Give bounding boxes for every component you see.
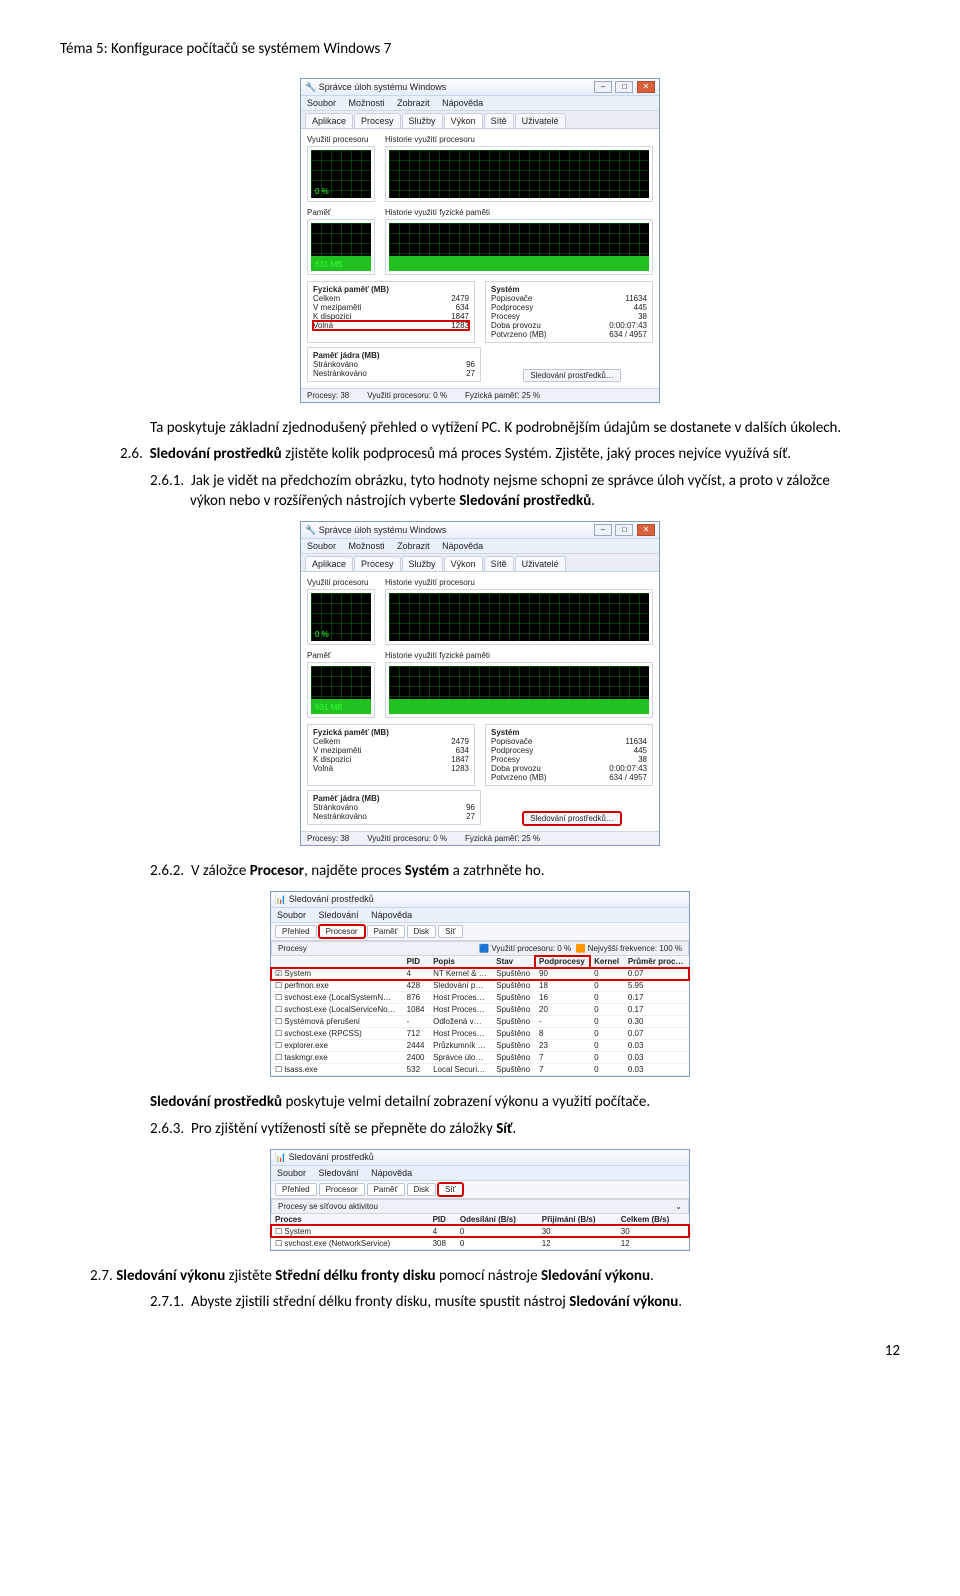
tab-síť: Síť [438,1183,463,1196]
close-icon: ✕ [637,524,655,536]
table-row: ☑ System4NT Kernel & …Spuštěno9000.07 [271,968,689,980]
close-icon: ✕ [637,81,655,93]
table-row: ☐ taskmgr.exe2400Správce úlo…Spuštěno700… [271,1052,689,1064]
item-2-6-2: 2.6.2. V záložce Procesor, najděte proce… [150,861,860,881]
tab-aplikace: Aplikace [305,113,353,128]
minimize-icon: – [594,81,612,93]
tab-bar: AplikaceProcesySlužbyVýkonSítěUživatelé [301,111,659,129]
tab-procesy: Procesy [354,113,401,128]
tab-síť: Síť [438,925,463,938]
tab-paměť: Paměť [367,925,405,938]
minimize-icon: – [594,524,612,536]
resource-monitor-button: Sledování prostředků… [523,369,621,382]
tab-aplikace: Aplikace [305,556,353,571]
item-2-6: 2.6. Sledování prostředků zjistěte kolik… [120,444,860,464]
paragraph: Sledování prostředků poskytuje velmi det… [150,1092,860,1112]
tab-procesor: Procesor [319,925,365,938]
resmon-net-screenshot: 📊 Sledování prostředků Soubor Sledování … [270,1149,690,1251]
tab-přehled: Přehled [275,1183,317,1196]
table-row: ☐ lsass.exe532Local Securi…Spuštěno700.0… [271,1064,689,1076]
tab-výkon: Výkon [444,113,483,128]
table-row: ☐ svchost.exe (LocalSystemN…876Host Proc… [271,992,689,1004]
tab-procesy: Procesy [354,556,401,571]
resmon-cpu-screenshot: 📊 Sledování prostředků Soubor Sledování … [270,891,690,1077]
chevron-down-icon: ⌄ [675,1202,682,1211]
tab-procesor: Procesor [319,1183,365,1196]
maximize-icon: □ [615,81,633,93]
table-row: ☐ Systémová přerušení-Odložená v…Spuštěn… [271,1016,689,1028]
tab-výkon: Výkon [444,556,483,571]
page-number: 12 [60,1342,900,1360]
tab-služby: Služby [402,556,443,571]
menu-bar: Soubor Možnosti Zobrazit Nápověda [301,96,659,111]
item-2-6-3: 2.6.3. Pro zjištění vytíženosti sítě se … [150,1119,860,1139]
table-row: ☐ System403030 [271,1225,689,1237]
taskmgr-screenshot-1: 🔧 Správce úloh systému Windows – □ ✕ Sou… [300,78,660,403]
window-titlebar: 🔧 Správce úloh systému Windows – □ ✕ [301,79,659,96]
status-bar: Procesy: 38 Využití procesoru: 0 % Fyzic… [301,388,659,402]
tab-sítě: Sítě [484,556,514,571]
paragraph: Ta poskytuje základní zjednodušený přehl… [150,418,860,438]
table-row: ☐ explorer.exe2444Průzkumník …Spuštěno23… [271,1040,689,1052]
table-row: ☐ svchost.exe (RPCSS)712Host Proces…Spuš… [271,1028,689,1040]
tab-služby: Služby [402,113,443,128]
tab-disk: Disk [407,1183,437,1196]
item-2-7: 2.7. Sledování výkonu zjistěte Střední d… [90,1266,860,1286]
maximize-icon: □ [615,524,633,536]
tab-disk: Disk [407,925,437,938]
tab-uživatelé: Uživatelé [515,113,566,128]
table-row: ☐ svchost.exe (NetworkService)30801212 [271,1237,689,1249]
tab-sítě: Sítě [484,113,514,128]
tab-uživatelé: Uživatelé [515,556,566,571]
taskmgr-screenshot-2: 🔧 Správce úloh systému Windows – □ ✕ Sou… [300,521,660,846]
tab-paměť: Paměť [367,1183,405,1196]
resource-monitor-button: Sledování prostředků… [523,812,621,825]
item-2-7-1: 2.7.1. Abyste zjistili střední délku fro… [150,1292,860,1312]
table-row: ☐ svchost.exe (LocalServiceNo…1084Host P… [271,1004,689,1016]
page-header: Téma 5: Konfigurace počítačů se systémem… [60,40,900,58]
table-row: ☐ perfmon.exe428Sledování p…Spuštěno1805… [271,980,689,992]
tab-přehled: Přehled [275,925,317,938]
item-2-6-1: 2.6.1. Jak je vidět na předchozím obrázk… [150,471,860,512]
